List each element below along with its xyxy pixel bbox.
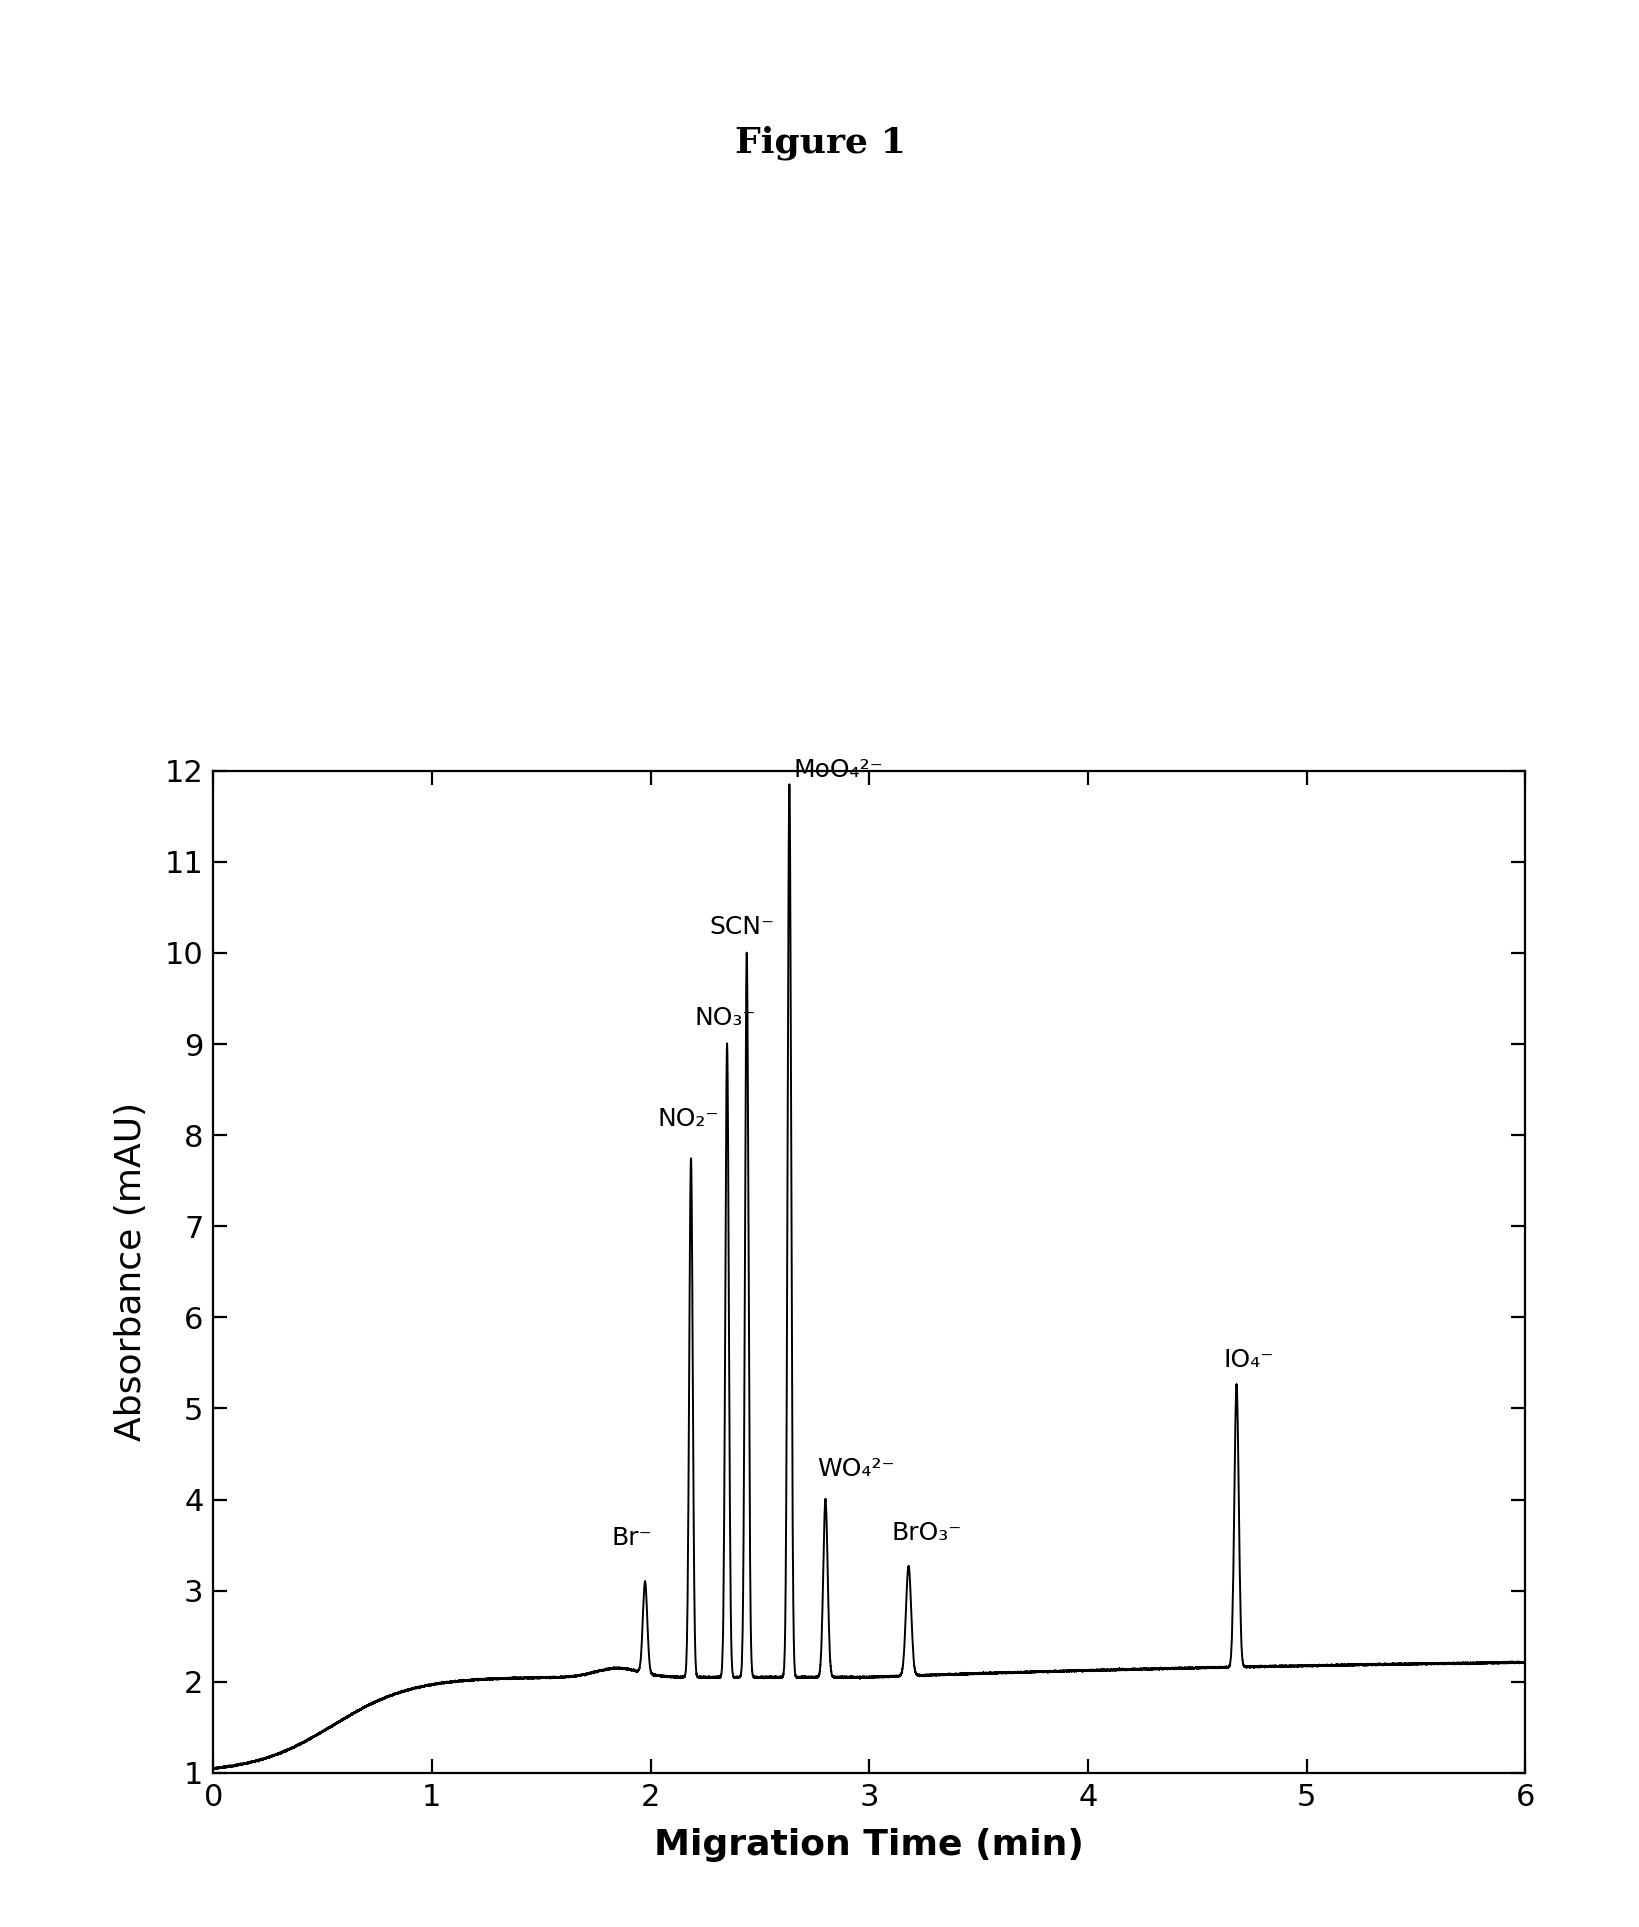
Text: IO₄⁻: IO₄⁻ [1223,1349,1274,1372]
Text: Figure 1: Figure 1 [734,125,905,160]
Text: SCN⁻: SCN⁻ [710,915,774,938]
Y-axis label: Absorbance (mAU): Absorbance (mAU) [115,1102,148,1441]
Text: NO₃⁻: NO₃⁻ [693,1006,756,1031]
Text: WO₄²⁻: WO₄²⁻ [816,1457,893,1482]
X-axis label: Migration Time (min): Migration Time (min) [654,1829,1083,1861]
Text: Br⁻: Br⁻ [611,1526,652,1549]
Text: MoO₄²⁻: MoO₄²⁻ [793,757,883,782]
Text: NO₂⁻: NO₂⁻ [657,1106,718,1131]
Text: BrO₃⁻: BrO₃⁻ [890,1520,960,1545]
